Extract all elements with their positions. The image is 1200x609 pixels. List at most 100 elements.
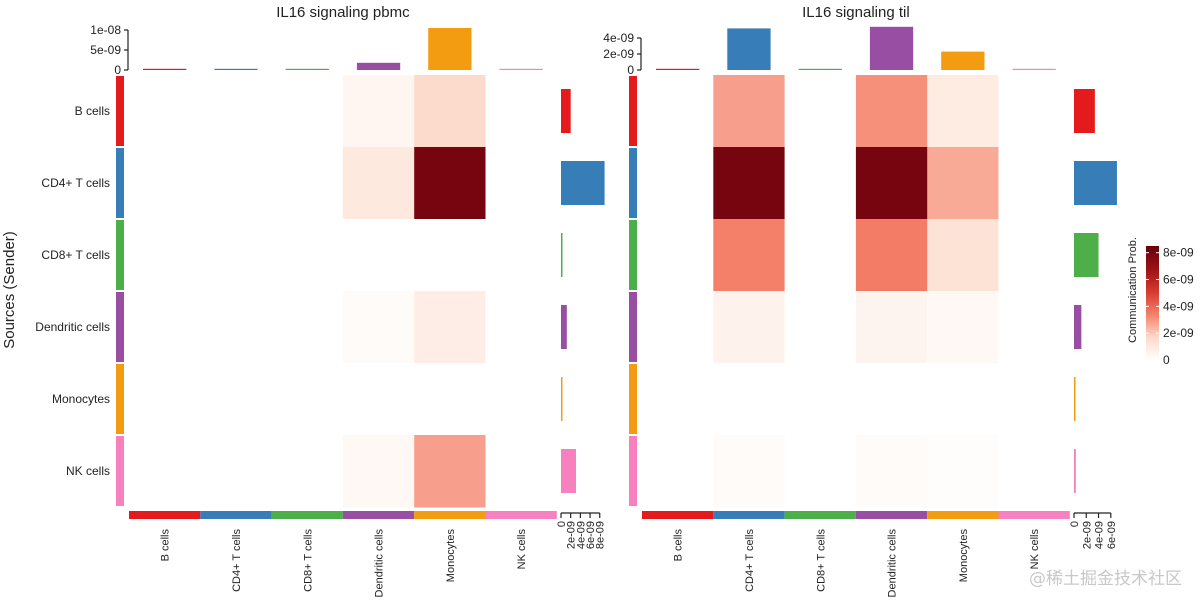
col-sum-bar: [356, 62, 401, 70]
heatmap-cell: [927, 363, 999, 436]
heatmap-panel-1: IL16 signaling pbmc B cells CD4+ T cells CD…: [35, 4, 606, 597]
heatmap-cell: [271, 435, 344, 508]
row-sum-bar: [561, 161, 605, 205]
row-label: CD4+ T cells: [41, 176, 110, 190]
right-axis-tick-label: 6e-09: [1106, 521, 1118, 549]
heatmap-cell: [200, 75, 273, 148]
heatmap-cell: [784, 147, 857, 220]
heatmap-cell: [713, 363, 786, 436]
heatmap-cell: [342, 147, 415, 220]
right-axis-tick-label: 4e-09: [1094, 521, 1106, 549]
heatmap-cell: [713, 291, 786, 364]
heatmap-cell: [927, 435, 999, 508]
legend-title: Communication Prob.: [1127, 237, 1139, 343]
row-color-bar: [629, 364, 637, 434]
heatmap-cell: [642, 75, 714, 148]
row-color-bar: [116, 436, 124, 506]
heatmap-cell: [998, 435, 1071, 508]
heatmap-cell: [784, 363, 857, 436]
col-sum-bar: [941, 51, 985, 70]
col-color-bar: [998, 511, 1070, 519]
right-axis-tick-label: 0: [1069, 521, 1081, 527]
panel-title: IL16 signaling pbmc: [276, 4, 410, 21]
col-sum-bar: [428, 28, 472, 70]
heatmap-cell: [414, 363, 486, 436]
col-label: B cells: [673, 529, 685, 562]
legend-tick-label: 6e-09: [1163, 273, 1194, 287]
heatmap-cell: [855, 435, 928, 508]
heatmap-cell: [485, 219, 558, 292]
row-label: Monocytes: [52, 392, 110, 406]
heatmap-cell: [342, 435, 415, 508]
col-color-bar: [713, 511, 785, 519]
col-label: Dendritic cells: [374, 529, 386, 598]
col-label: Monocytes: [958, 529, 970, 583]
col-label: Dendritic cells: [887, 529, 899, 598]
heatmap-cell: [713, 435, 786, 508]
row-sum-bar: [561, 377, 563, 421]
heatmap-cell: [927, 291, 999, 364]
heatmap-cell: [642, 363, 714, 436]
right-axis-tick-label: 4e-09: [575, 521, 587, 549]
top-axis-tick-label: 5e-09: [90, 43, 121, 57]
col-sum-bar: [727, 28, 771, 70]
heatmap-cell: [927, 75, 999, 148]
heatmap-cell: [271, 75, 344, 148]
heatmap-cell: [784, 75, 857, 148]
right-axis-tick-label: 0: [556, 521, 568, 527]
col-color-bar: [342, 511, 415, 519]
row-color-bar: [116, 292, 124, 362]
heatmap-cell: [713, 219, 786, 292]
row-sum-bar: [1074, 449, 1076, 493]
heatmap-cell: [998, 363, 1071, 436]
heatmap-cell: [414, 291, 486, 364]
col-color-bar: [485, 511, 557, 519]
heatmap-cell: [485, 75, 558, 148]
col-color-bar: [200, 511, 272, 519]
row-color-bar: [629, 76, 637, 146]
row-color-bar: [116, 148, 124, 218]
col-sum-bar: [499, 68, 543, 70]
col-sum-bar: [869, 26, 914, 70]
heatmap-cell: [200, 291, 273, 364]
heatmap-cell: [129, 75, 201, 148]
right-axis-tick-label: 2e-09: [1081, 521, 1093, 549]
heatmap-cell: [129, 435, 201, 508]
heatmap-cell: [342, 291, 415, 364]
row-color-bar: [629, 148, 637, 218]
heatmap-cell: [642, 435, 714, 508]
heatmap-cell: [855, 147, 928, 220]
row-color-bar: [629, 220, 637, 290]
row-label: NK cells: [66, 464, 110, 478]
heatmap-cell: [485, 363, 558, 436]
heatmap-cell: [200, 147, 273, 220]
col-label: CD8+ T cells: [302, 529, 314, 592]
col-color-bar: [414, 511, 486, 519]
row-color-bar: [116, 76, 124, 146]
right-axis-tick-label: 2e-09: [566, 521, 578, 549]
heatmap-cell: [713, 147, 786, 220]
col-label: NK cells: [516, 529, 528, 570]
heatmap-cell: [855, 219, 928, 292]
col-sum-bar: [798, 68, 842, 70]
row-label: Dendritic cells: [35, 320, 110, 334]
heatmap-cell: [998, 291, 1071, 364]
heatmap-cell: [642, 219, 714, 292]
col-label: CD4+ T cells: [744, 529, 756, 592]
heatmap-cell: [713, 75, 786, 148]
heatmap-cell: [200, 363, 273, 436]
col-color-bar: [642, 511, 714, 519]
top-axis-tick-label: 2e-09: [603, 47, 634, 61]
heatmap-cell: [414, 219, 486, 292]
heatmap-cell: [998, 75, 1071, 148]
heatmap-cell: [200, 435, 273, 508]
heatmap-cell: [129, 219, 201, 292]
row-sum-bar: [1074, 161, 1117, 205]
heatmap-cell: [342, 219, 415, 292]
heatmap-panel-2: IL16 signaling til B cells CD4+ T cells CD8…: [603, 4, 1118, 597]
y-axis-title: Sources (Sender): [1, 231, 18, 349]
heatmap-cell: [784, 435, 857, 508]
heatmap-cell: [271, 219, 344, 292]
col-color-bar: [129, 511, 201, 519]
